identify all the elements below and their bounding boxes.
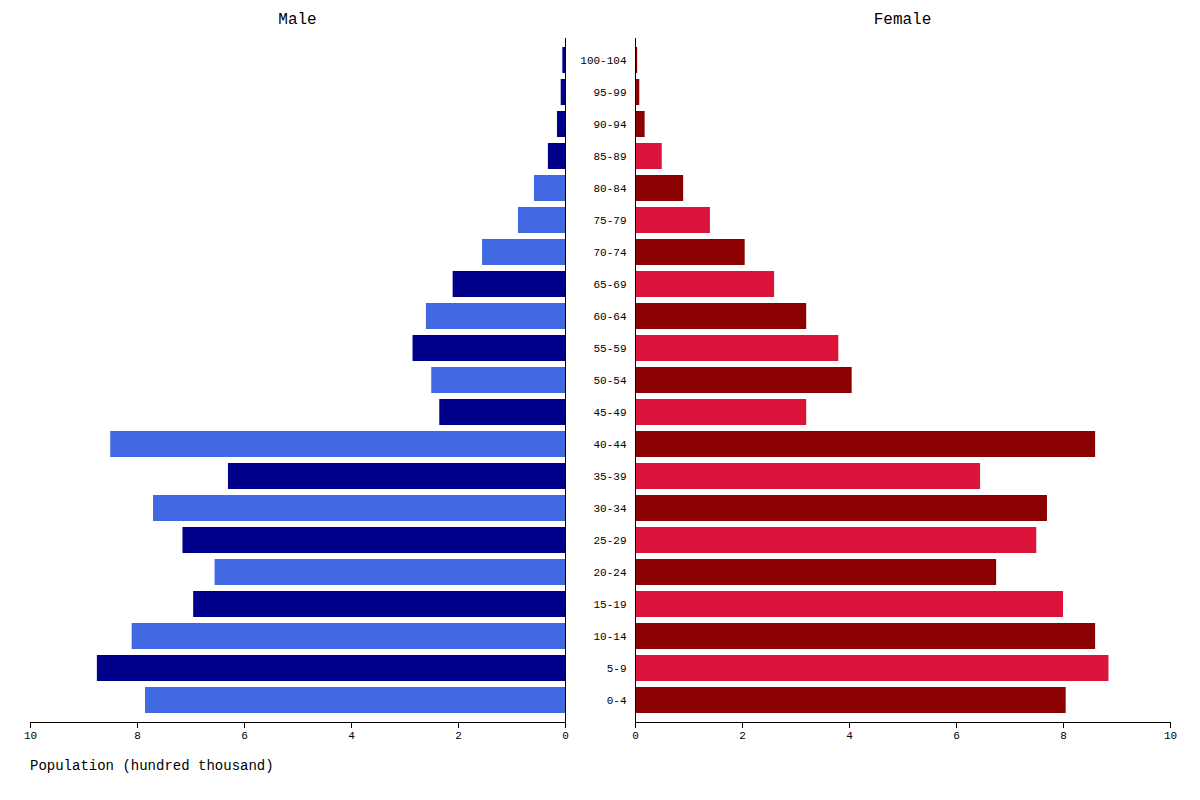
html-text:Female: Female xyxy=(873,11,932,29)
svg-text:2: 2 xyxy=(739,730,746,742)
html-text:Male: Male xyxy=(278,11,317,29)
svg-text:35-39: 35-39 xyxy=(593,471,626,483)
svg-text:10: 10 xyxy=(1164,730,1177,742)
svg-text:6: 6 xyxy=(953,730,960,742)
svg-text:6: 6 xyxy=(241,730,248,742)
svg-text:30-34: 30-34 xyxy=(593,503,626,515)
svg-text:5-9: 5-9 xyxy=(607,663,627,675)
svg-text:10: 10 xyxy=(24,730,37,742)
svg-text:80-84: 80-84 xyxy=(593,183,626,195)
svg-text:8: 8 xyxy=(1060,730,1067,742)
svg-text:8: 8 xyxy=(134,730,141,742)
svg-text:70-74: 70-74 xyxy=(593,247,626,259)
svg-text:65-69: 65-69 xyxy=(593,279,626,291)
svg-text:4: 4 xyxy=(846,730,853,742)
svg-text:85-89: 85-89 xyxy=(593,151,626,163)
svg-text:15-19: 15-19 xyxy=(593,599,626,611)
svg-text:0: 0 xyxy=(562,730,569,742)
svg-text:45-49: 45-49 xyxy=(593,407,626,419)
svg-text:10-14: 10-14 xyxy=(593,631,626,643)
svg-text:2: 2 xyxy=(455,730,462,742)
svg-text:90-94: 90-94 xyxy=(593,119,626,131)
html-text:Population (hundred thousand): Population (hundred thousand) xyxy=(30,758,274,774)
svg-text:50-54: 50-54 xyxy=(593,375,626,387)
svg-text:55-59: 55-59 xyxy=(593,343,626,355)
svg-text:75-79: 75-79 xyxy=(593,215,626,227)
svg-text:100-104: 100-104 xyxy=(580,55,627,67)
svg-text:0: 0 xyxy=(632,730,639,742)
svg-text:4: 4 xyxy=(348,730,355,742)
svg-text:40-44: 40-44 xyxy=(593,439,626,451)
svg-text:95-99: 95-99 xyxy=(593,87,626,99)
svg-text:20-24: 20-24 xyxy=(593,567,626,579)
svg-text:25-29: 25-29 xyxy=(593,535,626,547)
svg-text:0-4: 0-4 xyxy=(607,695,627,707)
svg-text:60-64: 60-64 xyxy=(593,311,626,323)
